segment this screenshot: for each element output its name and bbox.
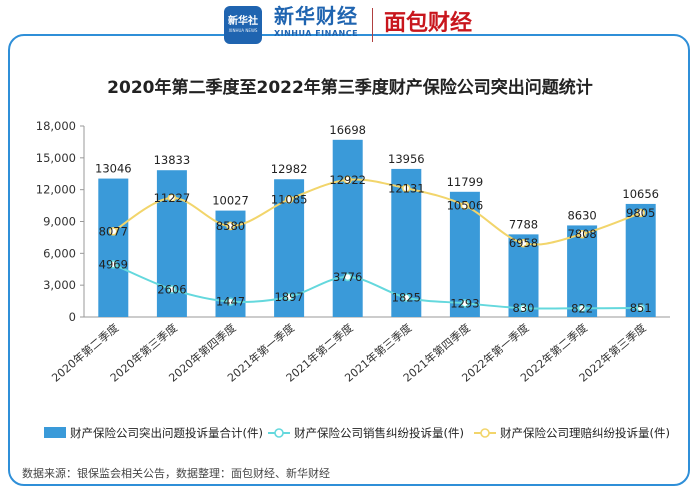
logo-divider <box>372 8 373 42</box>
y-tick-label: 15,000 <box>36 151 76 165</box>
claims-value-label: 8077 <box>99 224 128 238</box>
claims-point <box>167 193 177 203</box>
claims-value-label: 10506 <box>447 199 484 213</box>
bar-value-label: 13956 <box>388 152 425 166</box>
legend-label-bars: 财产保险公司突出问题投诉量合计(件) <box>70 426 263 440</box>
bar <box>625 203 656 317</box>
sales-point <box>343 272 353 282</box>
claims-point <box>284 195 294 204</box>
bar-value-label: 16698 <box>329 123 366 137</box>
bar <box>508 234 539 317</box>
sales-point <box>636 303 646 313</box>
claims-point <box>343 175 353 185</box>
claims-value-label: 11085 <box>271 192 308 206</box>
claims-point <box>226 221 235 231</box>
bar-value-label: 12982 <box>271 162 308 176</box>
sales-value-label: 1825 <box>392 291 421 305</box>
sales-point <box>519 303 528 313</box>
legend-marker-sales <box>274 428 284 438</box>
mianbao-finance-logo: 面包财经 <box>384 11 473 36</box>
sales-point <box>577 303 587 313</box>
sales-point <box>284 292 294 302</box>
sales-point <box>401 293 411 302</box>
claims-value-label: 6958 <box>509 236 538 250</box>
bar-value-label: 10656 <box>622 187 659 201</box>
sales-point <box>109 259 118 269</box>
y-tick-label: 9,000 <box>43 215 76 229</box>
chart-title: 2020年第二季度至2022年第三季度财产保险公司突出问题统计 <box>107 78 593 98</box>
bar-value-label: 13833 <box>154 153 191 167</box>
claims-point <box>401 183 411 193</box>
legend-label-claims: 财产保险公司理赔纠纷投诉量(件) <box>500 426 670 440</box>
bar-value-label: 11799 <box>447 175 484 189</box>
source-note: 数据来源：银保监会相关公告，数据整理：面包财经、新华财经 <box>22 467 330 480</box>
claims-value-label: 8580 <box>216 219 245 233</box>
xinhua-news-logo: 新华社 XINHUA NEWS <box>224 6 262 44</box>
sales-point <box>460 298 470 308</box>
bar-value-label: 8630 <box>567 208 596 222</box>
sales-value-label: 1897 <box>274 290 303 304</box>
bar <box>567 225 598 317</box>
legend-label-sales: 财产保险公司销售纠纷投诉量(件) <box>294 426 464 440</box>
sales-value-label: 3776 <box>333 270 362 284</box>
y-tick-label: 3,000 <box>43 278 76 292</box>
claims-line <box>112 178 642 246</box>
bar <box>449 191 480 317</box>
claims-point <box>519 238 528 248</box>
bar-value-label: 13046 <box>95 162 132 176</box>
y-tick-label: 18,000 <box>36 119 76 133</box>
bar-value-label: 7788 <box>509 217 538 231</box>
sales-value-label: 1293 <box>450 296 479 310</box>
header: 新华社 XINHUA NEWS 新华财经 XINHUA FINANCE 面包财经 <box>0 0 700 48</box>
claims-point <box>577 229 587 239</box>
legend-marker-claims <box>480 428 490 438</box>
legend-swatch-bars <box>44 427 66 438</box>
sales-point <box>167 285 177 294</box>
bar-value-label: 10027 <box>212 194 249 208</box>
sales-value-label: 851 <box>630 301 652 315</box>
y-tick-label: 0 <box>69 310 76 324</box>
claims-value-label: 12922 <box>329 173 366 187</box>
y-tick-label: 6,000 <box>43 246 76 260</box>
sales-line <box>112 263 641 310</box>
bar <box>98 178 129 317</box>
claims-value-label: 11227 <box>154 191 191 205</box>
y-tick-label: 12,000 <box>36 183 76 197</box>
sales-value-label: 2606 <box>157 282 186 296</box>
sales-value-label: 822 <box>571 301 593 315</box>
claims-point <box>636 208 646 218</box>
claims-point <box>460 201 470 210</box>
claims-value-label: 12131 <box>388 181 425 195</box>
sales-value-label: 830 <box>513 301 535 315</box>
claims-point <box>109 226 118 236</box>
sales-point <box>226 297 235 306</box>
xinhua-finance-logo: 新华财经 XINHUA FINANCE <box>273 4 359 38</box>
bar <box>332 139 363 317</box>
sales-value-label: 4969 <box>99 257 128 271</box>
claims-value-label: 7808 <box>567 227 596 241</box>
sales-value-label: 1447 <box>216 295 245 309</box>
claims-value-label: 9805 <box>626 206 655 220</box>
bar <box>391 168 422 317</box>
